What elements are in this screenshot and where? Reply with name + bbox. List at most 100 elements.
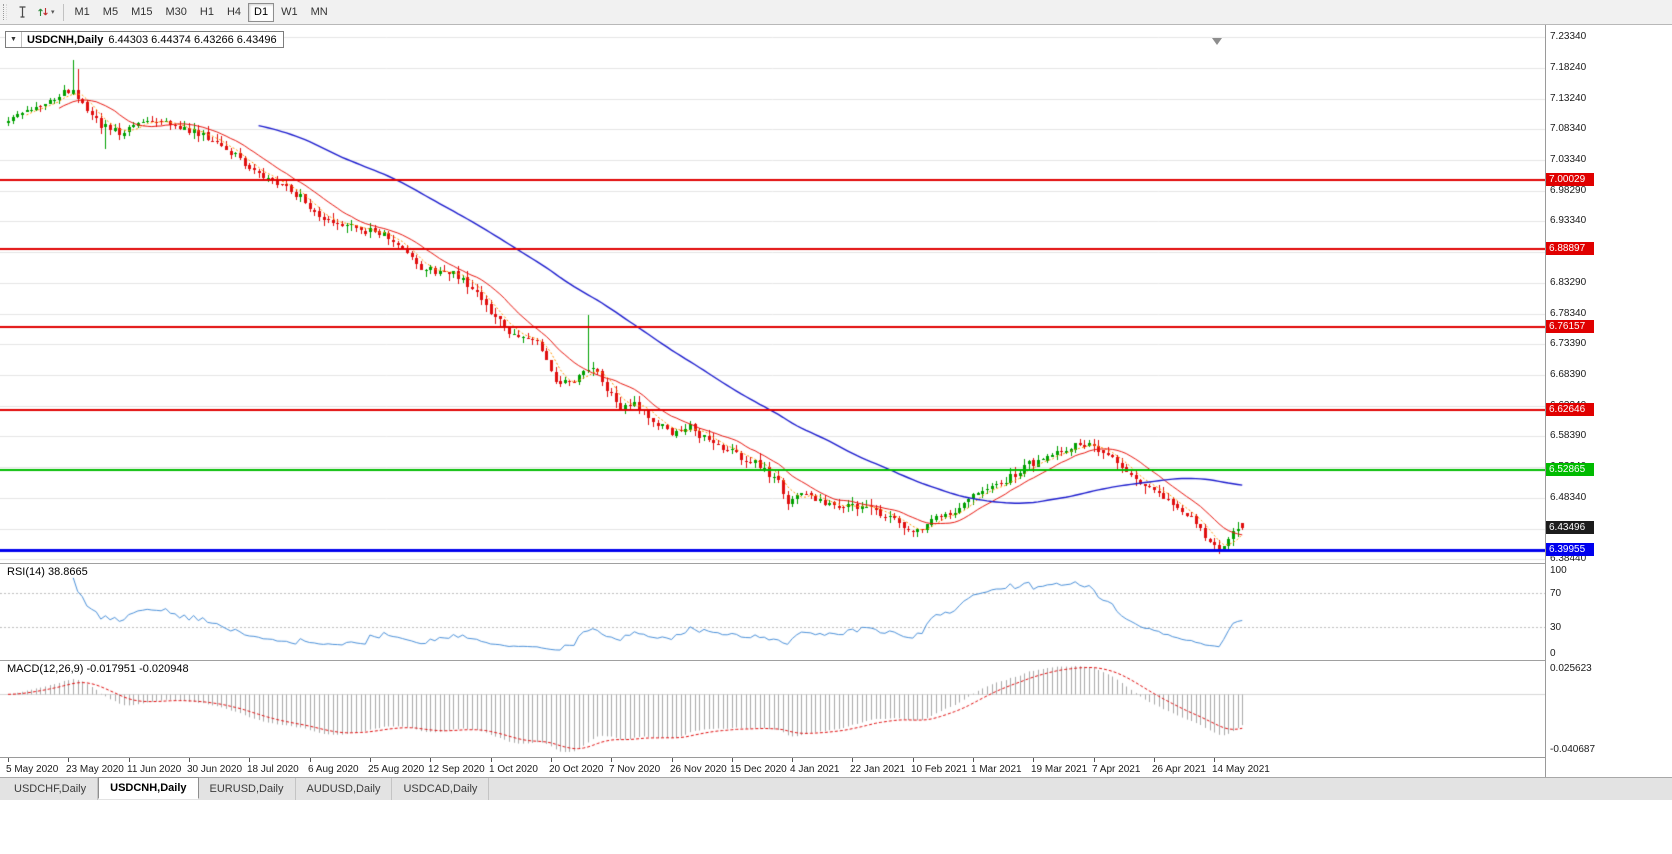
time-axis-label: 26 Nov 2020 xyxy=(670,764,727,775)
price-axis[interactable]: 7.23340 7.18240 7.13240 7.08340 7.03340 6.982… xyxy=(1545,25,1672,777)
toolbar-separator xyxy=(62,3,64,21)
price-chart-canvas[interactable] xyxy=(0,25,1545,562)
time-axis-label: 20 Oct 2020 xyxy=(549,764,604,775)
chart-tab-eurusd[interactable]: EURUSD,Daily xyxy=(199,778,296,800)
chart-tab-usdchf[interactable]: USDCHF,Daily xyxy=(3,778,99,800)
timeframe-button-m30[interactable]: M30 xyxy=(165,6,187,18)
time-axis-tick xyxy=(430,758,431,762)
rsi-indicator-label: RSI(14) 38.8665 xyxy=(5,566,90,578)
time-axis-label: 1 Oct 2020 xyxy=(489,764,538,775)
time-axis-tick xyxy=(491,758,492,762)
price-axis-label: 7.03340 xyxy=(1550,153,1587,165)
current-price-badge: 6.43496 xyxy=(1546,520,1594,534)
time-axis-label: 10 Feb 2021 xyxy=(911,764,968,775)
time-axis-label: 19 Mar 2021 xyxy=(1031,764,1088,775)
time-axis-tick xyxy=(792,758,793,762)
time-axis[interactable]: 5 May 2020 23 May 2020 11 Jun 2020 30 Jun 2… xyxy=(0,757,1545,777)
price-axis-label: 6.98290 xyxy=(1550,185,1587,197)
panel-separator[interactable] xyxy=(0,563,1672,564)
price-axis-label: 6.83290 xyxy=(1550,277,1587,289)
price-axis-label: 7.18240 xyxy=(1550,62,1587,74)
up-down-arrows-icon xyxy=(38,8,48,16)
time-axis-tick xyxy=(1094,758,1095,762)
rsi-indicator-canvas[interactable] xyxy=(0,564,1545,659)
time-axis-label: 26 Apr 2021 xyxy=(1152,764,1206,775)
timeframe-button-m5[interactable]: M5 xyxy=(102,6,119,18)
price-level-badge: 6.39955 xyxy=(1546,542,1594,556)
timeframe-button-w1[interactable]: W1 xyxy=(281,6,298,18)
macd-indicator-canvas[interactable] xyxy=(0,661,1545,757)
time-axis-tick xyxy=(551,758,552,762)
macd-axis-label-max: 0.025623 xyxy=(1550,663,1592,674)
time-axis-label: 7 Nov 2020 xyxy=(609,764,661,775)
timeframe-button-mn[interactable]: MN xyxy=(310,6,328,18)
price-axis-label: 6.68390 xyxy=(1550,368,1587,380)
time-axis-tick xyxy=(370,758,371,762)
rsi-axis-label: 0 xyxy=(1550,648,1556,659)
text-cursor-icon xyxy=(19,6,25,18)
chart-ohlc-values: 6.44303 6.44374 6.43266 6.43496 xyxy=(108,33,277,46)
time-axis-tick xyxy=(1154,758,1155,762)
time-axis-label: 18 Jul 2020 xyxy=(247,764,299,775)
time-axis-tick xyxy=(852,758,853,762)
chart-shift-marker[interactable] xyxy=(1212,38,1222,45)
time-axis-tick xyxy=(1214,758,1215,762)
time-axis-label: 14 May 2021 xyxy=(1212,764,1270,775)
time-axis-tick xyxy=(973,758,974,762)
time-axis-label: 12 Sep 2020 xyxy=(428,764,485,775)
price-level-badge: 6.76157 xyxy=(1546,320,1594,334)
chart-tab-audusd[interactable]: AUDUSD,Daily xyxy=(296,778,393,800)
price-axis-label: 6.38440 xyxy=(1550,553,1587,564)
arrows-tool-button[interactable]: ▾ xyxy=(33,2,58,22)
chart-tab-usdcnh[interactable]: USDCNH,Daily xyxy=(98,777,199,799)
time-axis-tick xyxy=(611,758,612,762)
chart-title-box: ▼ USDCNH,Daily 6.44303 6.44374 6.43266 6… xyxy=(5,31,284,48)
time-axis-label: 11 Jun 2020 xyxy=(127,764,182,775)
top-toolbar: ▾ M1 M5 M15 M30 H1 H4 D1 W1 MN xyxy=(0,0,1672,25)
time-axis-tick xyxy=(913,758,914,762)
price-level-badge: 7.00029 xyxy=(1546,173,1594,187)
timeframe-button-m1[interactable]: M1 xyxy=(74,6,90,18)
chart-dropdown-icon[interactable]: ▼ xyxy=(6,32,22,47)
time-axis-tick xyxy=(249,758,250,762)
time-axis-label: 15 Dec 2020 xyxy=(730,764,787,775)
toolbar-drag-grip[interactable] xyxy=(3,4,7,20)
time-axis-tick xyxy=(310,758,311,762)
chart-symbol-period: USDCNH,Daily xyxy=(26,33,104,46)
cursor-tool-button[interactable] xyxy=(11,2,33,22)
chart-tabs-bar: USDCHF,Daily USDCNH,Daily EURUSD,Daily AUDU… xyxy=(0,777,1672,800)
time-axis-tick xyxy=(68,758,69,762)
rsi-axis-label: 70 xyxy=(1550,587,1562,599)
timeframe-toolbar: M1 M5 M15 M30 H1 H4 D1 W1 MN xyxy=(69,2,334,22)
time-axis-label: 4 Jan 2021 xyxy=(790,764,840,775)
timeframe-button-m15[interactable]: M15 xyxy=(131,6,153,18)
time-axis-label: 30 Jun 2020 xyxy=(187,764,243,775)
price-level-badge: 6.62646 xyxy=(1546,403,1594,417)
rsi-axis-label: 100 xyxy=(1550,565,1567,576)
time-axis-label: 25 Aug 2020 xyxy=(368,764,425,775)
price-axis-label: 6.73390 xyxy=(1550,338,1587,350)
time-axis-tick xyxy=(129,758,130,762)
price-axis-label: 6.48340 xyxy=(1550,492,1587,504)
chart-tab-usdcad[interactable]: USDCAD,Daily xyxy=(392,778,490,800)
time-axis-tick xyxy=(732,758,733,762)
price-axis-label: 6.78340 xyxy=(1550,307,1587,319)
time-axis-tick xyxy=(189,758,190,762)
macd-indicator-label: MACD(12,26,9) -0.017951 -0.020948 xyxy=(5,663,191,675)
price-level-badge: 6.88897 xyxy=(1546,241,1594,255)
time-axis-tick xyxy=(672,758,673,762)
chevron-down-icon: ▾ xyxy=(51,8,55,16)
price-level-badge: 6.52865 xyxy=(1546,463,1594,477)
timeframe-button-h4[interactable]: H4 xyxy=(226,6,242,18)
timeframe-button-h1[interactable]: H1 xyxy=(199,6,214,18)
price-axis-label: 6.58390 xyxy=(1550,430,1587,442)
time-axis-label: 7 Apr 2021 xyxy=(1092,764,1141,775)
time-axis-label: 5 May 2020 xyxy=(6,764,59,775)
timeframe-button-d1[interactable]: D1 xyxy=(248,2,275,22)
time-axis-label: 6 Aug 2020 xyxy=(308,764,359,775)
price-axis-label: 7.13240 xyxy=(1550,93,1587,105)
panel-separator[interactable] xyxy=(0,660,1672,661)
rsi-axis-label: 30 xyxy=(1550,622,1562,634)
